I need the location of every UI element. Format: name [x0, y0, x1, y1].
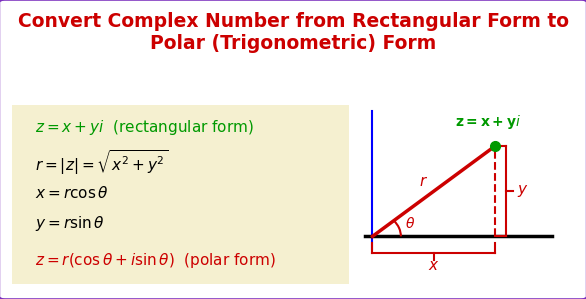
- Text: $z = r(\cos\theta + i\sin\theta)$  (polar form): $z = r(\cos\theta + i\sin\theta)$ (polar…: [35, 251, 276, 270]
- Text: $\theta$: $\theta$: [406, 216, 415, 231]
- Text: $y = r\sin\theta$: $y = r\sin\theta$: [35, 213, 105, 233]
- Text: $r = |z| = \sqrt{x^2 + y^2}$: $r = |z| = \sqrt{x^2 + y^2}$: [35, 148, 168, 176]
- Text: $x$: $x$: [428, 258, 440, 273]
- FancyBboxPatch shape: [0, 97, 362, 291]
- Text: $y$: $y$: [517, 183, 529, 199]
- Text: $z = x + yi$  (rectangular form): $z = x + yi$ (rectangular form): [35, 118, 254, 138]
- Text: $\mathbf{z = x + y}i$: $\mathbf{z = x + y}i$: [455, 113, 520, 131]
- Text: $x = r\cos\theta$: $x = r\cos\theta$: [35, 184, 109, 201]
- Text: Convert Complex Number from Rectangular Form to
Polar (Trigonometric) Form: Convert Complex Number from Rectangular …: [18, 12, 568, 53]
- Text: $r$: $r$: [419, 174, 428, 189]
